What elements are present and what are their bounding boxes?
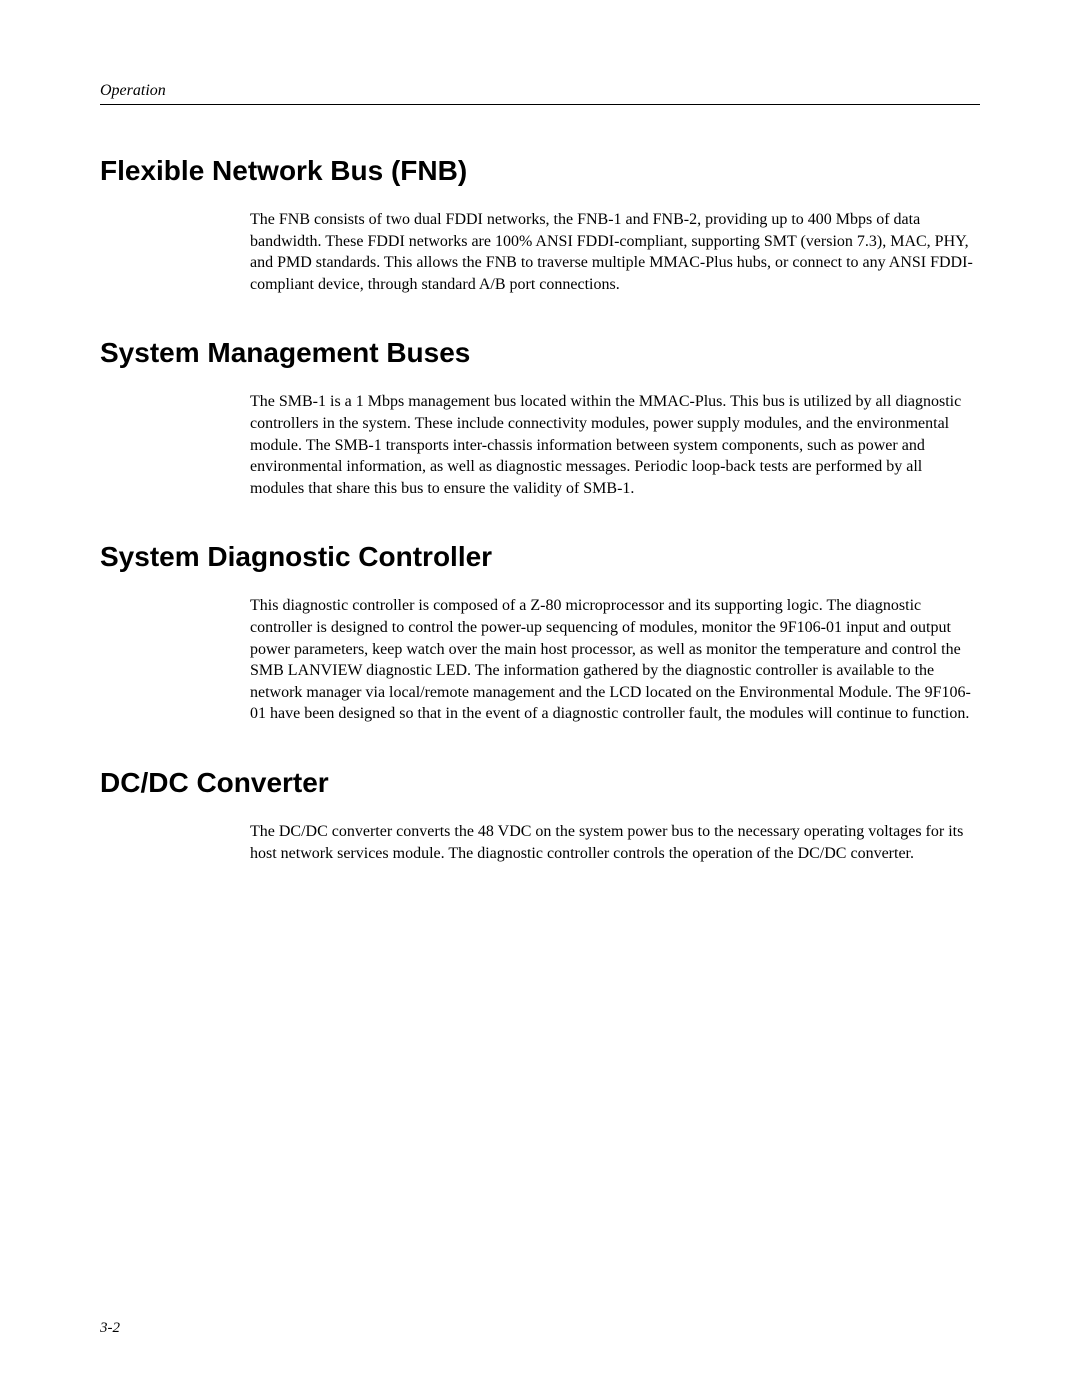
- section-body: The DC/DC converter converts the 48 VDC …: [100, 821, 980, 864]
- page-header: Operation: [100, 82, 980, 105]
- section-heading: Flexible Network Bus (FNB): [100, 155, 980, 187]
- section-body: This diagnostic controller is composed o…: [100, 595, 980, 725]
- section-smb: System Management Buses The SMB-1 is a 1…: [100, 337, 980, 499]
- section-heading: System Management Buses: [100, 337, 980, 369]
- page-container: Operation Flexible Network Bus (FNB) The…: [0, 0, 1080, 1397]
- page-number: 3-2: [100, 1320, 120, 1337]
- section-heading: System Diagnostic Controller: [100, 541, 980, 573]
- section-body: The SMB-1 is a 1 Mbps management bus loc…: [100, 391, 980, 499]
- section-fnb: Flexible Network Bus (FNB) The FNB consi…: [100, 155, 980, 295]
- section-body: The FNB consists of two dual FDDI networ…: [100, 209, 980, 295]
- section-sdc: System Diagnostic Controller This diagno…: [100, 541, 980, 725]
- section-dcdc: DC/DC Converter The DC/DC converter conv…: [100, 767, 980, 864]
- header-label: Operation: [100, 82, 980, 100]
- section-heading: DC/DC Converter: [100, 767, 980, 799]
